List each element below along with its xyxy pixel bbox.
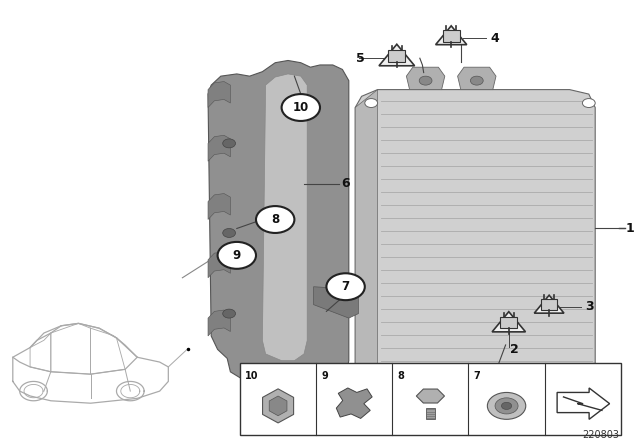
Circle shape <box>488 392 526 419</box>
Polygon shape <box>314 287 358 318</box>
Polygon shape <box>355 90 378 383</box>
Text: 6: 6 <box>341 177 349 190</box>
Bar <box>240 363 621 435</box>
Polygon shape <box>208 310 230 336</box>
Text: 10: 10 <box>245 371 259 381</box>
Circle shape <box>495 398 518 414</box>
Circle shape <box>470 76 483 85</box>
Circle shape <box>365 99 378 108</box>
Circle shape <box>582 99 595 108</box>
Circle shape <box>256 206 294 233</box>
Text: 7: 7 <box>474 371 481 381</box>
Circle shape <box>582 379 595 388</box>
Text: 3: 3 <box>586 300 594 314</box>
Circle shape <box>223 139 236 148</box>
Polygon shape <box>208 194 230 220</box>
Text: 8: 8 <box>397 371 404 381</box>
Text: 5: 5 <box>356 52 365 65</box>
Polygon shape <box>406 67 445 90</box>
Circle shape <box>282 94 320 121</box>
Circle shape <box>419 76 432 85</box>
Text: 10: 10 <box>292 101 309 114</box>
Polygon shape <box>337 388 372 418</box>
Polygon shape <box>458 67 496 90</box>
Polygon shape <box>269 396 287 416</box>
Polygon shape <box>208 252 230 278</box>
Bar <box>443 30 460 42</box>
Polygon shape <box>262 74 307 361</box>
Polygon shape <box>208 82 230 108</box>
Polygon shape <box>436 26 467 45</box>
Text: 4: 4 <box>491 31 500 45</box>
Polygon shape <box>355 90 595 383</box>
Text: 2: 2 <box>510 343 519 356</box>
Text: 220803: 220803 <box>582 430 620 440</box>
Text: 8: 8 <box>271 213 279 226</box>
Circle shape <box>326 273 365 300</box>
Polygon shape <box>379 44 415 66</box>
Bar <box>426 408 435 419</box>
Circle shape <box>218 242 256 269</box>
Bar <box>371 381 589 400</box>
Bar <box>388 51 405 62</box>
Text: 7: 7 <box>342 280 349 293</box>
Text: 9: 9 <box>233 249 241 262</box>
Bar <box>541 299 557 310</box>
Polygon shape <box>534 295 564 313</box>
Polygon shape <box>557 388 610 419</box>
Circle shape <box>223 309 236 318</box>
Circle shape <box>223 228 236 237</box>
Polygon shape <box>262 389 294 423</box>
Polygon shape <box>492 312 525 332</box>
Polygon shape <box>208 135 230 161</box>
Text: 9: 9 <box>321 371 328 381</box>
Circle shape <box>502 402 512 409</box>
Bar <box>500 317 517 328</box>
Polygon shape <box>417 389 445 403</box>
Polygon shape <box>208 60 349 390</box>
Text: 1: 1 <box>626 222 635 235</box>
Circle shape <box>365 379 378 388</box>
